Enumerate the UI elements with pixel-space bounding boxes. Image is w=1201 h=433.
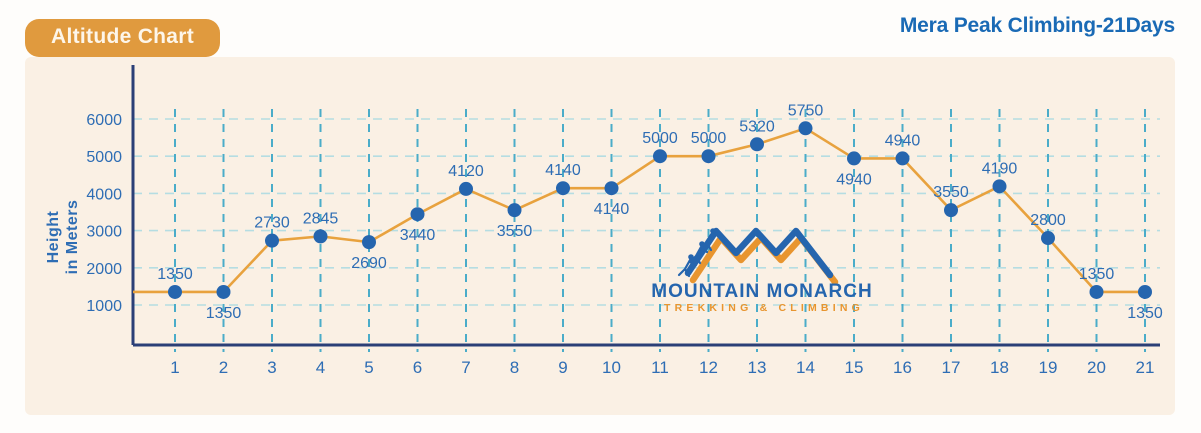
axes [131,65,1160,347]
data-point-label: 4140 [594,201,630,218]
data-point [750,137,764,152]
data-point-label: 3550 [933,184,969,201]
data-point [798,121,813,136]
x-tick-label: 16 [893,358,912,377]
mountain-icon [684,227,839,286]
data-point-label: 1350 [157,266,193,283]
y-axis-title-line1: Height [45,210,62,263]
x-tick-label: 13 [748,358,767,377]
x-tick-label: 15 [845,358,864,377]
data-point [847,151,861,166]
data-point [313,229,328,244]
altitude-chart-badge-label: Altitude Chart [51,25,195,48]
x-tick-label: 12 [699,358,718,377]
x-tick-label: 7 [461,358,470,377]
x-tick-label: 18 [990,358,1009,377]
x-tick-label: 4 [316,358,325,377]
data-point-label: 1350 [1079,266,1115,283]
x-tick-label: 19 [1039,358,1058,377]
data-point-label: 4190 [982,160,1018,177]
data-point-label: 5000 [642,130,678,147]
y-tick-label: 6000 [86,112,122,129]
data-point [944,203,958,218]
data-point-label: 2845 [303,210,339,227]
x-tick-label: 5 [364,358,373,377]
data-point [410,207,425,222]
x-tick-label: 21 [1136,358,1155,377]
data-point [216,284,231,299]
data-point-label: 2730 [254,215,290,232]
x-tick-label: 1 [170,358,179,377]
data-point-label: 3550 [497,223,533,240]
data-point-label: 5320 [739,118,775,135]
data-point-label: 1350 [206,305,242,322]
x-tick-label: 6 [413,358,422,377]
y-axis-title-line2: in Meters [64,200,81,275]
data-point [362,235,376,250]
y-tick-label: 5000 [86,149,122,166]
data-point [992,179,1007,194]
x-tick-label: 3 [267,358,276,377]
data-point-label: 4940 [885,132,921,149]
data-point [1041,231,1055,246]
y-tick-label: 3000 [86,224,122,241]
data-point [701,149,716,164]
y-tick-label: 4000 [86,186,122,203]
data-point-label: 1350 [1127,305,1163,322]
data-point [653,149,667,164]
y-axis-title: Height in Meters [45,200,81,275]
data-point-label: 2690 [351,255,387,272]
data-point-label: 4140 [545,162,581,179]
data-point-label: 4120 [448,163,484,180]
mountain-monarch-logo: MOUNTAIN MONARCH TREKKING & CLIMBING [651,227,872,314]
data-point [1089,284,1104,299]
data-point [895,151,910,166]
data-point [507,203,522,218]
x-tick-label: 10 [602,358,621,377]
data-point [168,284,182,299]
chart-panel: 1000 2000 3000 4000 5000 6000 1 2 3 4 5 6 7 8 9 10 11 12 1… [25,57,1175,415]
gridlines [133,109,1160,352]
page-title: Mera Peak Climbing-21Days [899,14,1175,37]
data-point [1138,284,1152,299]
x-tick-label: 17 [942,358,961,377]
y-tick-label: 1000 [86,298,122,315]
data-point [604,181,619,196]
x-tick-label: 2 [219,358,228,377]
data-point-label: 4940 [836,171,872,188]
data-point [265,233,279,248]
data-point-label: 5000 [691,130,727,147]
x-tick-label: 11 [651,358,669,377]
altitude-line [133,127,1145,294]
data-point-label: 5750 [788,102,824,119]
climbers-icon [677,228,720,278]
x-tick-label: 9 [558,358,567,377]
altitude-series: 1350 1350 2730 2845 2690 3440 4120 3550 4140 4140… [133,102,1163,322]
data-point [459,181,473,196]
data-point-label: 2800 [1030,212,1066,229]
altitude-chart-badge: Altitude Chart [25,19,221,57]
logo-tagline: TREKKING & CLIMBING [664,302,864,314]
x-tick-label: 20 [1087,358,1106,377]
x-tick-label: 8 [510,358,519,377]
logo-name: MOUNTAIN MONARCH [651,281,872,302]
data-point [556,181,570,196]
data-point-label: 3440 [400,227,436,244]
x-tick-label: 14 [796,358,815,377]
y-tick-label: 2000 [86,261,122,278]
